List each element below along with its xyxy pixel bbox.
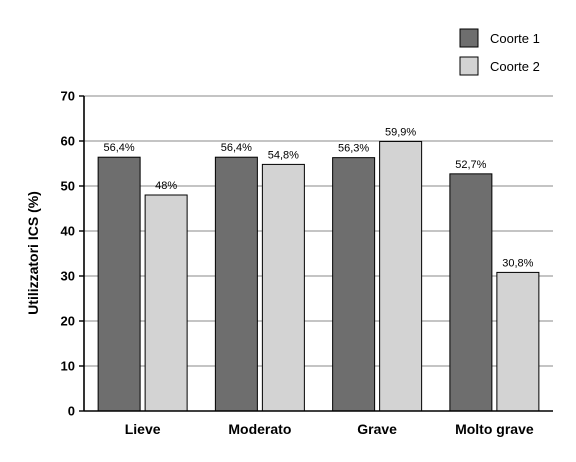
data-label: 54,8% bbox=[268, 149, 299, 161]
bar-coorte-2-grave bbox=[379, 140, 423, 412]
x-category-label: Grave bbox=[357, 421, 397, 437]
axes bbox=[83, 96, 553, 412]
x-category-label: Lieve bbox=[125, 421, 161, 437]
legend-swatch bbox=[459, 28, 479, 48]
y-tick-label: 60 bbox=[61, 134, 75, 149]
y-axis-label: Utilizzatori ICS (%) bbox=[25, 191, 41, 315]
bar-coorte-2-molto-grave bbox=[496, 271, 540, 412]
data-label: 56,3% bbox=[338, 143, 369, 155]
data-label: 59,9% bbox=[385, 126, 416, 138]
bar-coorte-1-moderato bbox=[214, 156, 258, 412]
bar-coorte-1-grave bbox=[332, 157, 376, 412]
data-label: 30,8% bbox=[502, 257, 533, 269]
data-label: 56,4% bbox=[104, 142, 135, 154]
bar-coorte-1-molto-grave bbox=[449, 173, 493, 412]
legend-swatch bbox=[459, 56, 479, 76]
x-category-label: Molto grave bbox=[455, 421, 534, 437]
data-label: 56,4% bbox=[221, 142, 252, 154]
y-tick-label: 10 bbox=[61, 359, 75, 374]
y-ticks: 0 10 20 30 40 50 60 70 bbox=[61, 89, 84, 419]
legend: Coorte 1 Coorte 2 bbox=[459, 28, 540, 76]
y-tick-label: 0 bbox=[68, 404, 75, 419]
bar-coorte-2-moderato bbox=[261, 163, 305, 412]
data-labels: 56,4% 48% 56,4% 54,8% 56,3% 59,9% 52,7% 30,8% bbox=[104, 126, 534, 269]
legend-label: Coorte 1 bbox=[490, 31, 540, 46]
y-tick-label: 30 bbox=[61, 269, 75, 284]
y-tick-label: 70 bbox=[61, 89, 75, 104]
y-tick-label: 20 bbox=[61, 314, 75, 329]
bar-coorte-1-lieve bbox=[97, 156, 141, 412]
x-category-label: Moderato bbox=[228, 421, 291, 437]
x-categories: Lieve Moderato Grave Molto grave bbox=[125, 421, 534, 437]
legend-label: Coorte 2 bbox=[490, 59, 540, 74]
y-tick-label: 50 bbox=[61, 179, 75, 194]
bars bbox=[97, 140, 540, 412]
y-tick-label: 40 bbox=[61, 224, 75, 239]
bar-coorte-2-lieve bbox=[144, 194, 188, 412]
data-label: 48% bbox=[155, 180, 177, 192]
data-label: 52,7% bbox=[455, 159, 486, 171]
